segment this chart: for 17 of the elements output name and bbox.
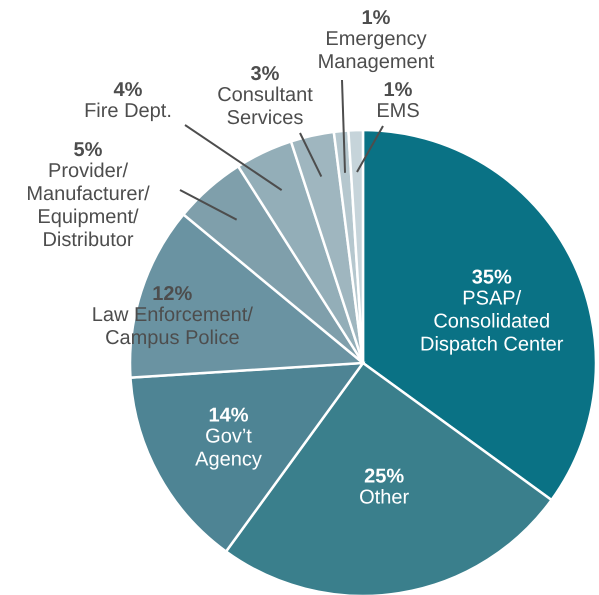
slice-label: EMS [376,100,420,122]
slice-label: Other [359,486,410,508]
data-label: 1% [384,79,413,101]
slice-label: Fire Dept. [84,100,172,122]
data-label: 25% [364,465,404,488]
slice-label: PSAP/ Consolidated Dispatch Center [420,287,564,356]
data-label: 12% [152,283,193,306]
data-label: 35% [472,266,512,288]
data-label: 14% [208,404,249,426]
slice-label: Emergency Management [318,28,435,73]
data-label: 1% [362,7,391,29]
slice-label: Consultant Services [217,84,314,129]
slice-label: Provider/ Manufacturer/ Equipment/ Distributor [26,160,150,251]
data-label: 4% [114,79,143,101]
data-label: 5% [74,139,103,161]
slice-label: Gov’t Agency [195,425,262,470]
data-label: 3% [250,63,280,85]
